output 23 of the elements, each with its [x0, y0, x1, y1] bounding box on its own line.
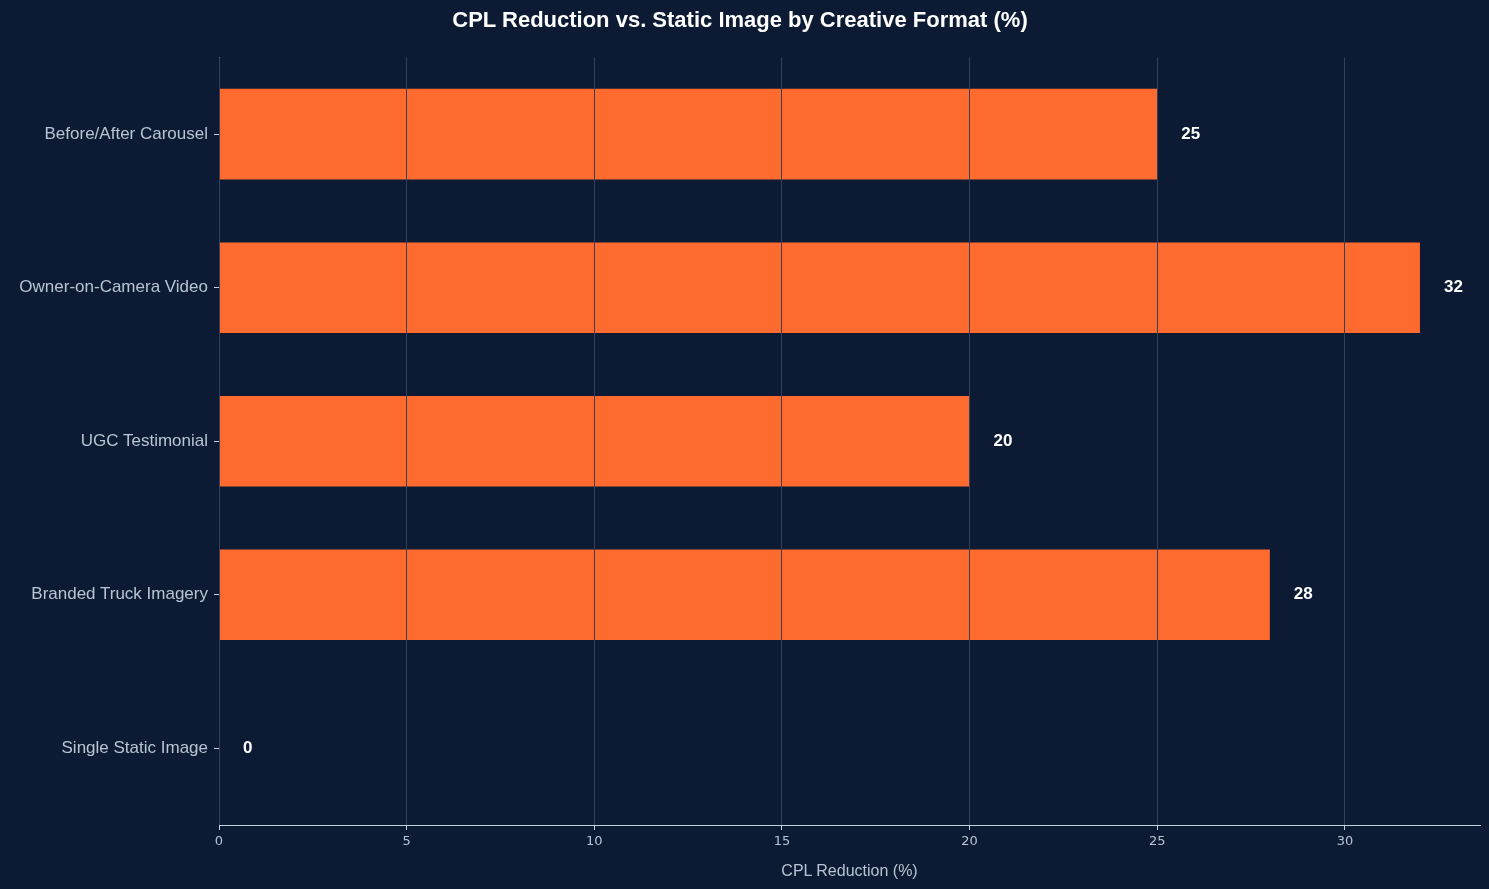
data-label: 0 — [243, 737, 253, 757]
data-label: 20 — [993, 430, 1013, 450]
bar — [219, 88, 1158, 180]
y-tick-label: Branded Truck Imagery — [31, 584, 209, 604]
y-tick-label: Owner-on-Camera Video — [19, 277, 208, 297]
x-tick-label: 20 — [961, 833, 978, 849]
bar — [219, 395, 970, 487]
data-label: 25 — [1181, 123, 1201, 143]
x-axis-title: CPL Reduction (%) — [781, 861, 918, 879]
x-tick-label: 10 — [586, 833, 603, 849]
chart-title: CPL Reduction vs. Static Image by Creative Format (%) — [452, 7, 1028, 33]
x-tick-label: 5 — [402, 833, 411, 849]
bar — [219, 242, 1420, 333]
x-tick-label: 25 — [1148, 833, 1166, 849]
y-tick-label: Single Static Image — [61, 737, 208, 757]
x-tick-label: 15 — [773, 833, 791, 849]
y-tick-label: UGC Testimonial — [80, 430, 208, 450]
data-label: 28 — [1293, 584, 1313, 604]
x-tick-label: 30 — [1336, 833, 1354, 849]
data-label: 32 — [1443, 277, 1463, 297]
x-tick-label: 0 — [214, 833, 224, 849]
bar — [219, 549, 1270, 641]
y-tick-label: Before/After Carousel — [44, 123, 208, 143]
